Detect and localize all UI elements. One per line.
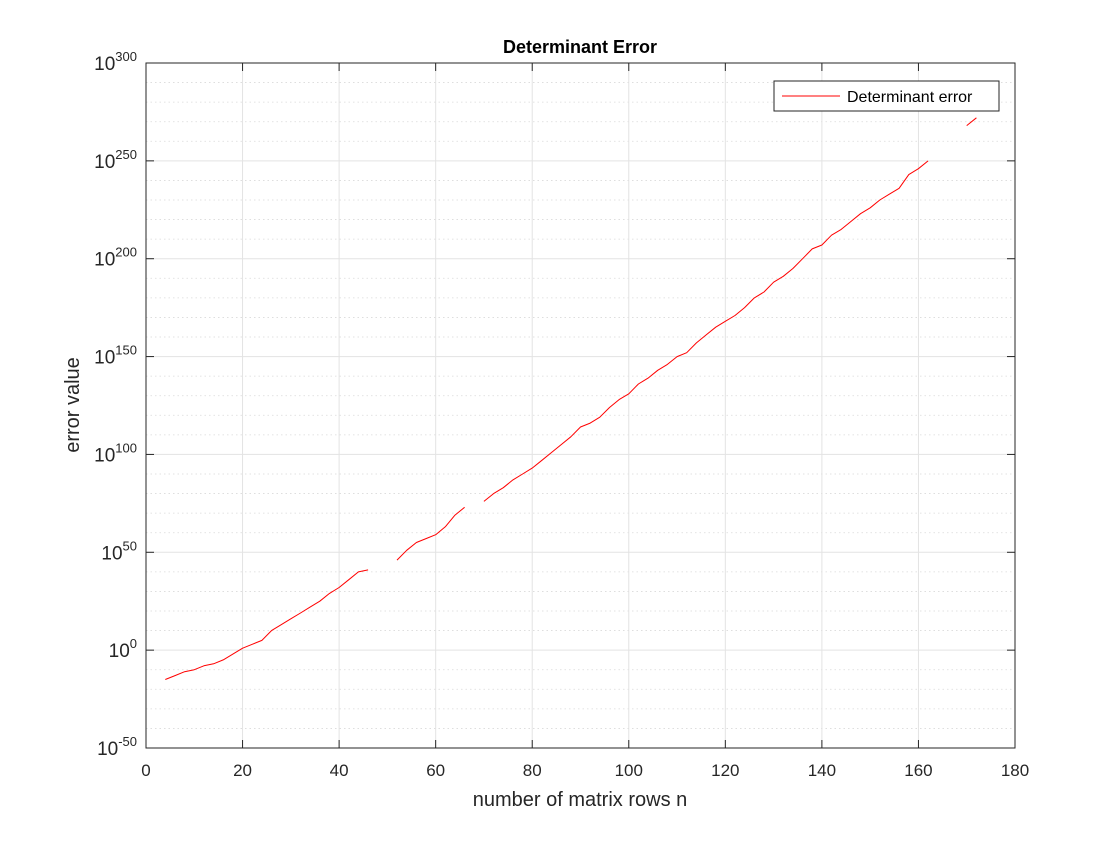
x-tick-label: 20 — [233, 761, 252, 780]
y-axis-label: error value — [62, 357, 84, 453]
x-tick-label: 180 — [1001, 761, 1029, 780]
y-tick-label: 10200 — [94, 245, 137, 271]
legend: Determinant error — [773, 80, 1000, 112]
x-axis-label: number of matrix rows n — [473, 789, 688, 811]
x-tick-label: 100 — [615, 761, 643, 780]
x-tick-label: 160 — [904, 761, 932, 780]
series-line-segment — [165, 569, 369, 680]
grid — [146, 63, 1015, 748]
y-tick-label: 10250 — [94, 147, 137, 173]
series-line-segment — [396, 506, 465, 561]
x-tick-label: 0 — [141, 761, 150, 780]
y-tick-label: 10100 — [94, 440, 137, 466]
y-tick-label: 100 — [109, 636, 137, 662]
plot-area-border — [145, 62, 1016, 749]
y-tick-label: 1050 — [101, 538, 137, 564]
series-line-segment — [966, 117, 977, 126]
x-tick-label: 40 — [330, 761, 349, 780]
y-tick-label: 10300 — [94, 49, 137, 75]
series-line-segment — [483, 160, 929, 502]
x-tick-label: 140 — [808, 761, 836, 780]
x-tick-label: 80 — [523, 761, 542, 780]
x-tick-label: 60 — [426, 761, 445, 780]
y-tick-label: 10150 — [94, 343, 137, 369]
series-layer — [165, 117, 977, 680]
axis-ticks: 0 20 40 60 80 100 120 140 160 180 10-50 100 1050 1010… — [94, 49, 1029, 780]
x-tick-label: 120 — [711, 761, 739, 780]
y-tick-label: 10-50 — [97, 734, 137, 760]
legend-label: Determinant error — [847, 89, 973, 106]
chart-title: Determinant Error — [503, 37, 657, 57]
